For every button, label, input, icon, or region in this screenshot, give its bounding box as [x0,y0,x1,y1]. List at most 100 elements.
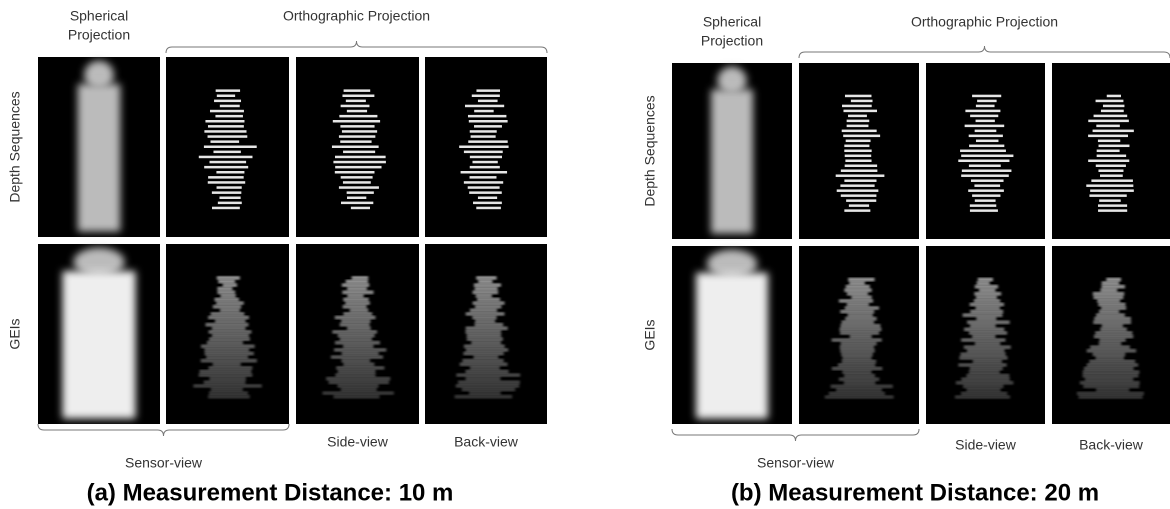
point-stripe [209,330,252,333]
point-stripe [958,363,1006,366]
image-tile [296,57,419,237]
point-stripe [216,89,240,92]
point-stripe [463,352,503,355]
point-stripe [199,156,253,159]
point-stripe [845,155,871,158]
point-stripe [341,320,370,323]
silhouette-body [711,89,753,233]
row-label: GEIs [642,319,658,350]
point-stripe [322,392,393,395]
point-stripe [464,151,503,154]
point-stripe [848,115,867,118]
point-stripe [347,294,364,297]
point-stripe [346,100,366,103]
point-stripe [340,338,372,341]
point-stripe [847,120,870,123]
point-stripe [1090,346,1130,349]
point-stripe [1103,105,1124,108]
point-stripe [341,105,370,108]
point-stripe [842,130,877,133]
caption: (a) Measurement Distance: 10 m [87,479,454,506]
point-stripe [1096,164,1126,167]
point-stripe [1094,115,1128,118]
point-stripe [979,289,996,292]
point-stripe [476,294,492,297]
point-stripe [347,327,371,330]
point-stripe [846,199,876,202]
point-stripe [336,366,384,369]
point-stripe [1088,135,1128,138]
point-stripe [465,370,508,373]
point-stripe [847,314,872,317]
point-stripe [841,353,873,356]
point-stripe [204,146,257,149]
point-stripe [341,359,370,362]
point-stripe [975,342,1001,345]
point-stripe [966,388,1000,391]
point-stripe [831,385,893,388]
point-stripe [1087,349,1136,352]
point-stripe [470,176,497,179]
point-stripe [210,140,239,143]
point-stripe [339,135,375,138]
point-stripe [340,323,370,326]
image-tile [1052,246,1170,424]
point-stripe [1093,321,1131,324]
point-stripe [211,388,243,391]
point-stripe [335,171,375,174]
point-stripe [1085,378,1134,381]
point-stripe [343,181,371,184]
point-stripe [347,191,374,194]
point-stripe [970,115,998,118]
point-stripe [976,296,997,299]
point-stripe [970,209,998,212]
point-stripe [342,130,377,133]
point-stripe [333,161,385,164]
point-stripe [213,363,241,366]
point-stripe [466,327,508,330]
point-stripe [1100,328,1127,331]
point-stripe [335,316,376,319]
point-stripe [343,312,372,315]
point-stripe [220,294,235,297]
point-stripe [335,166,381,169]
point-stripe [333,395,379,398]
point-stripe [342,291,373,294]
side-label: Side-view [955,437,1017,453]
figure: SphericalProjectionOrthographic Projecti… [0,0,1170,509]
point-stripe [204,381,246,384]
point-stripe [1099,145,1130,148]
point-stripe [1091,179,1133,182]
point-stripe [215,115,243,118]
point-stripe [470,130,497,133]
point-stripe [829,392,885,395]
point-stripe [1098,140,1120,143]
point-stripe [971,179,1004,182]
image-tile [38,244,160,424]
point-stripe [474,125,502,128]
point-stripe [960,150,1006,153]
brace [799,46,1170,58]
silhouette-body [62,271,135,419]
point-stripe [1086,184,1133,187]
point-stripe [205,352,254,355]
side-label: Side-view [327,434,389,450]
point-stripe [347,287,367,290]
point-stripe [840,184,874,187]
point-stripe [851,296,872,299]
point-stripe [467,334,502,337]
point-stripe [1099,339,1125,342]
point-stripe [461,171,507,174]
point-stripe [976,105,995,108]
point-stripe [843,110,877,113]
image-tile [425,244,547,424]
point-stripe [1088,120,1129,123]
point-stripe [329,381,389,384]
point-stripe [961,378,1009,381]
point-stripe [846,285,870,288]
point-stripe [975,285,998,288]
point-stripe [840,310,874,313]
point-stripe [847,292,868,295]
point-stripe [476,276,496,279]
point-stripe [956,381,1013,384]
